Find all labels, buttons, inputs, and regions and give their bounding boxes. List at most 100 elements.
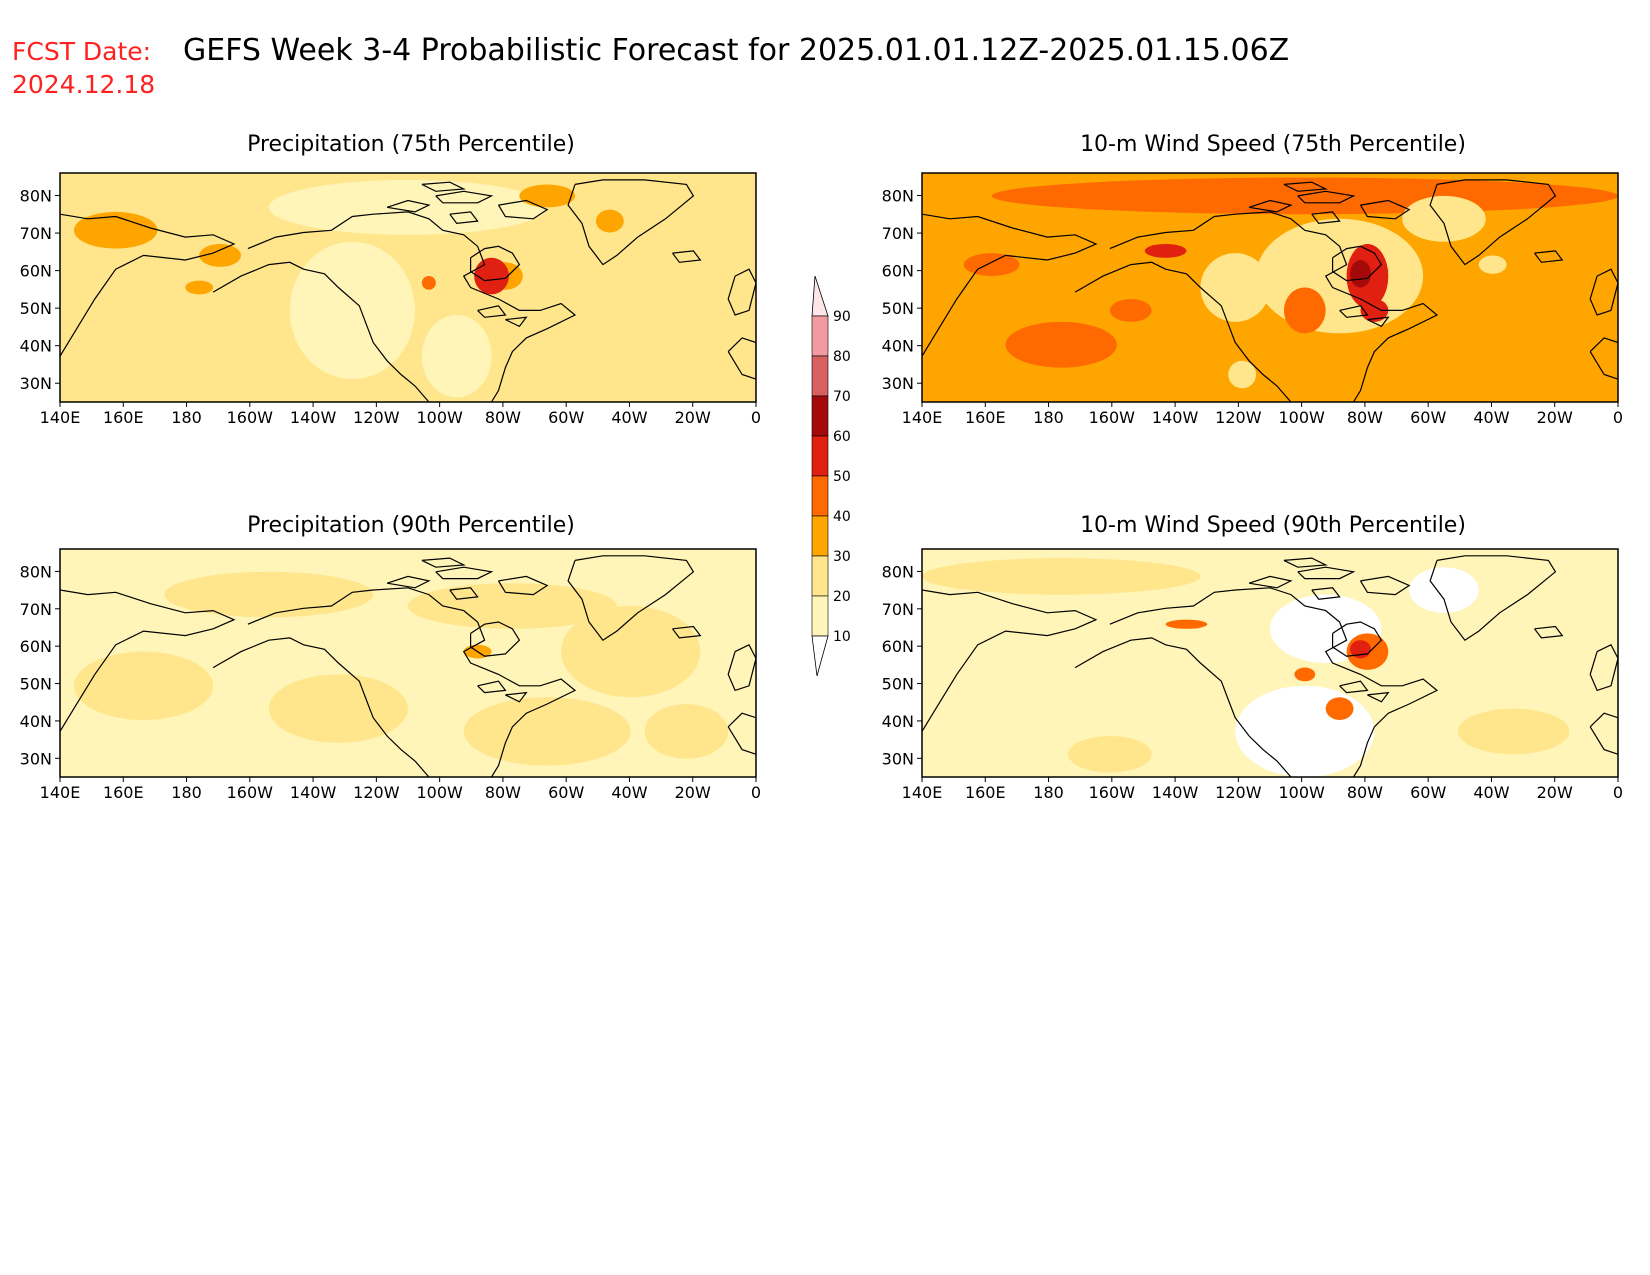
colorbar-segment xyxy=(811,395,829,437)
map-frame xyxy=(59,172,757,403)
coastline xyxy=(567,179,695,266)
coastline xyxy=(477,680,507,694)
coastline xyxy=(1109,587,1439,777)
lon-tick-label: 160E xyxy=(965,783,1006,802)
coastline xyxy=(567,555,695,642)
lon-tick-label: 160W xyxy=(1089,408,1136,427)
coastline xyxy=(1074,637,1292,777)
coastline xyxy=(212,637,430,777)
lat-tick-label: 80N xyxy=(882,562,914,581)
probability-region xyxy=(73,211,158,249)
fcst-date-value: 2024.12.18 xyxy=(12,70,155,99)
coastline xyxy=(1297,566,1356,580)
map-frame xyxy=(59,548,757,778)
colorbar-bottom-arrow xyxy=(811,635,829,677)
coastline xyxy=(247,587,577,777)
lon-tick-label: 60W xyxy=(548,408,584,427)
probability-region xyxy=(963,253,1020,277)
probability-region xyxy=(1068,735,1152,773)
probability-region xyxy=(1350,260,1371,288)
colorbar-segment xyxy=(811,355,829,397)
coastline xyxy=(922,213,1098,357)
probability-region xyxy=(474,257,509,295)
lon-tick-label: 120W xyxy=(1215,408,1262,427)
panel-title: 10-m Wind Speed (75th Percentile) xyxy=(1080,132,1466,157)
probability-region xyxy=(421,276,436,290)
lon-tick-label: 40W xyxy=(611,408,647,427)
lat-tick-label: 60N xyxy=(882,262,914,281)
probability-region xyxy=(1360,298,1389,322)
colorbar-top-arrow xyxy=(811,275,829,317)
lon-tick-label: 160E xyxy=(965,408,1006,427)
map-frame xyxy=(921,548,1619,778)
lat-tick-label: 70N xyxy=(20,600,52,619)
lat-tick-label: 40N xyxy=(20,337,52,356)
lon-tick-label: 0 xyxy=(1613,783,1623,802)
coastline xyxy=(1283,557,1328,568)
coastline xyxy=(672,250,702,263)
colorbar-label: 10 xyxy=(833,629,851,645)
lon-tick-label: 0 xyxy=(751,783,761,802)
coastline xyxy=(1248,575,1293,589)
probability-region xyxy=(922,558,1201,595)
lat-tick-label: 40N xyxy=(882,337,914,356)
probability-region xyxy=(185,280,214,295)
coastline xyxy=(1109,211,1439,402)
lon-tick-label: 180 xyxy=(1033,408,1064,427)
lon-tick-label: 40W xyxy=(1473,408,1509,427)
lon-tick-label: 180 xyxy=(1033,783,1064,802)
probability-region xyxy=(1228,360,1257,389)
coastline xyxy=(1367,691,1390,703)
coastline xyxy=(1589,712,1618,755)
lat-tick-label: 30N xyxy=(882,374,914,393)
probability-region xyxy=(463,697,631,766)
lon-tick-label: 40W xyxy=(611,783,647,802)
probability-region xyxy=(1409,567,1479,613)
lat-tick-label: 70N xyxy=(20,224,52,243)
lon-tick-label: 160W xyxy=(227,783,274,802)
coastline xyxy=(60,213,236,357)
lat-tick-label: 30N xyxy=(882,749,914,768)
lon-tick-label: 160W xyxy=(1089,783,1136,802)
lon-tick-label: 40W xyxy=(1473,783,1509,802)
colorbar-label: 50 xyxy=(833,469,851,485)
lat-tick-label: 70N xyxy=(882,600,914,619)
probability-region xyxy=(408,583,617,629)
probability-region xyxy=(1165,619,1208,629)
coastline xyxy=(1359,575,1411,596)
panel-title: Precipitation (75th Percentile) xyxy=(247,132,575,157)
probability-region xyxy=(199,243,241,267)
panel-title: 10-m Wind Speed (90th Percentile) xyxy=(1080,513,1466,538)
coastline xyxy=(212,261,430,402)
lat-tick-label: 40N xyxy=(882,712,914,731)
coastline xyxy=(1074,261,1292,402)
lon-tick-label: 140W xyxy=(290,783,337,802)
lon-tick-label: 160W xyxy=(227,408,274,427)
lon-tick-label: 140E xyxy=(40,408,81,427)
coastline xyxy=(1359,199,1411,220)
lon-tick-label: 60W xyxy=(1410,783,1446,802)
lon-tick-label: 140E xyxy=(40,783,81,802)
lon-tick-label: 160E xyxy=(103,408,144,427)
lon-tick-label: 120W xyxy=(1215,783,1262,802)
probability-region xyxy=(1457,708,1570,755)
coastline xyxy=(497,575,549,596)
colorbar-segment xyxy=(811,475,829,517)
coastline xyxy=(1332,621,1383,657)
probability-region xyxy=(1402,195,1486,242)
probability-region xyxy=(644,704,729,759)
probability-region xyxy=(1478,255,1507,274)
coastline xyxy=(435,190,494,204)
coastline xyxy=(247,211,577,402)
coastline xyxy=(1311,211,1341,225)
colorbar-segment xyxy=(811,595,829,637)
probability-region xyxy=(595,209,624,233)
coastline xyxy=(1339,680,1369,694)
coastline xyxy=(1589,644,1618,692)
colorbar-segment xyxy=(811,315,829,357)
lat-tick-label: 30N xyxy=(20,374,52,393)
lat-tick-label: 40N xyxy=(20,712,52,731)
lat-tick-label: 80N xyxy=(20,562,52,581)
coastline xyxy=(727,268,756,316)
